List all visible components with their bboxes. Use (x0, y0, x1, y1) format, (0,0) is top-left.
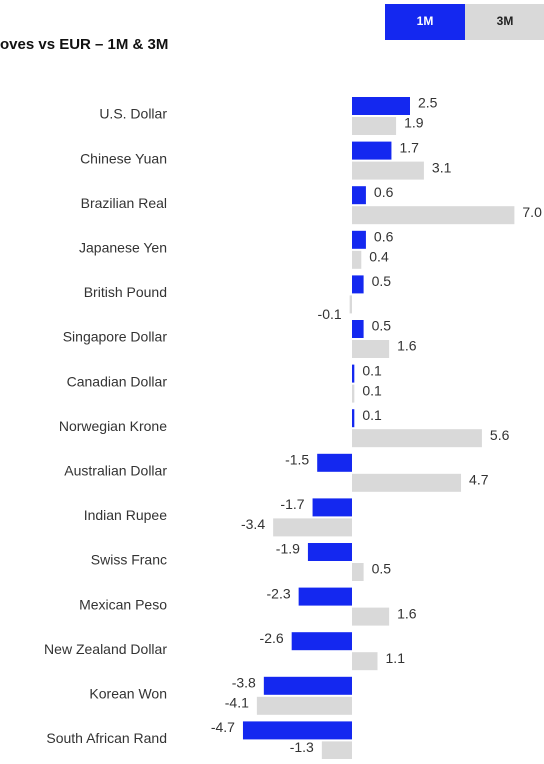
value-label: 1.7 (399, 139, 419, 155)
value-label: 0.5 (372, 318, 392, 334)
category-label: Canadian Dollar (67, 373, 168, 389)
value-label: -2.3 (267, 585, 291, 601)
bar (352, 275, 364, 294)
bar (312, 498, 352, 517)
category-label: Japanese Yen (79, 240, 167, 256)
category-label: Indian Rupee (84, 507, 168, 523)
value-label: -0.1 (318, 306, 342, 322)
chart-title: oves vs EUR – 1M & 3M (0, 36, 168, 53)
bar (352, 141, 392, 160)
value-label: 1.6 (397, 605, 417, 621)
category-label: New Zealand Dollar (44, 641, 167, 657)
category-label: U.S. Dollar (99, 106, 167, 122)
category-label: Brazilian Real (81, 195, 167, 211)
category-label: British Pound (84, 284, 167, 300)
value-label: 0.1 (362, 382, 382, 398)
value-label: -1.3 (290, 739, 314, 755)
bar (242, 721, 352, 740)
bar (298, 587, 352, 606)
bar (352, 161, 424, 180)
bar (352, 364, 355, 383)
bar (352, 206, 515, 225)
bar (352, 117, 397, 135)
bar (352, 652, 378, 671)
value-label: -3.4 (241, 516, 265, 532)
value-label: -2.6 (260, 630, 284, 646)
bar (352, 340, 390, 358)
category-label: South African Rand (46, 730, 167, 746)
bar (352, 409, 355, 428)
value-label: 0.1 (362, 407, 382, 423)
value-label: 0.6 (374, 229, 394, 245)
category-label: Chinese Yuan (80, 150, 167, 166)
bar (256, 696, 352, 715)
value-label: 1.6 (397, 338, 417, 354)
bar (352, 429, 482, 448)
category-label: Swiss Franc (91, 552, 167, 568)
value-label: -1.9 (276, 541, 300, 557)
value-label: -1.7 (280, 496, 304, 512)
legend-swatch[interactable] (465, 4, 544, 40)
bar (352, 230, 366, 249)
bar (263, 676, 352, 695)
bar (321, 741, 352, 760)
value-label: 1.9 (404, 115, 424, 131)
value-label: 1.1 (386, 650, 406, 666)
legend-label[interactable]: 3M (497, 14, 514, 28)
category-label: Singapore Dollar (63, 329, 168, 345)
bar (273, 518, 352, 537)
bar (352, 607, 390, 626)
value-label: 0.5 (372, 273, 392, 289)
value-label: 0.1 (362, 362, 382, 378)
value-label: 3.1 (432, 159, 452, 175)
bar (352, 320, 364, 338)
bar (307, 543, 352, 561)
legend-swatch[interactable] (385, 4, 465, 40)
value-label: -3.8 (232, 675, 256, 691)
value-label: 0.5 (372, 561, 392, 577)
value-label: 7.0 (522, 204, 542, 220)
value-label: 2.5 (418, 95, 438, 111)
bar (352, 97, 410, 115)
bar (349, 295, 352, 314)
bar (352, 563, 364, 581)
bar (352, 384, 355, 403)
category-label: Norwegian Krone (59, 418, 167, 434)
category-label: Australian Dollar (64, 463, 167, 479)
bar (291, 632, 352, 651)
value-label: 0.6 (374, 184, 394, 200)
value-label: 0.4 (369, 249, 389, 265)
value-label: 4.7 (469, 472, 489, 488)
value-label: -4.7 (211, 719, 235, 735)
value-label: 5.6 (490, 427, 510, 443)
bar (352, 473, 462, 492)
bar (352, 186, 366, 205)
value-label: -4.1 (225, 695, 249, 711)
legend-label[interactable]: 1M (417, 14, 434, 28)
value-label: -1.5 (285, 452, 309, 468)
category-label: Korean Won (89, 686, 167, 702)
bar (352, 250, 362, 269)
category-label: Mexican Peso (79, 596, 167, 612)
bar (317, 453, 352, 472)
